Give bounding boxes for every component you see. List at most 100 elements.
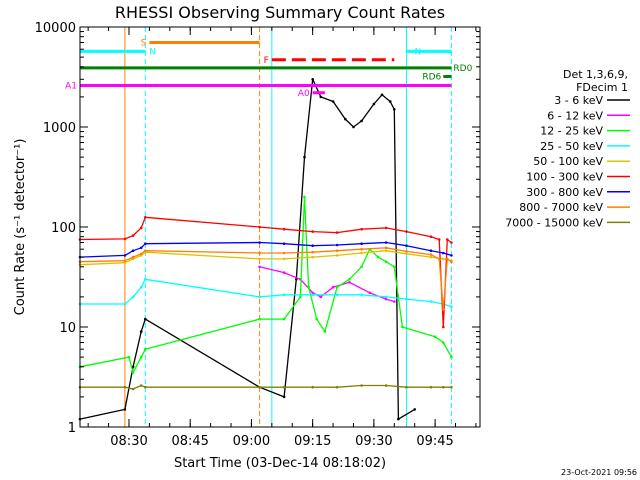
data-point (123, 261, 127, 265)
data-point (384, 249, 388, 252)
data-point (335, 293, 339, 297)
series-group (78, 246, 453, 311)
data-point (380, 93, 384, 97)
data-point (442, 257, 445, 261)
data-point (450, 260, 453, 264)
data-point (319, 95, 323, 99)
data-point (405, 297, 408, 301)
series-group (78, 78, 417, 421)
data-point (282, 395, 286, 399)
legend-entry-label: 100 - 300 keV (526, 171, 603, 184)
data-point (123, 385, 127, 389)
data-point (388, 100, 392, 103)
data-point (401, 325, 404, 329)
data-point (405, 230, 408, 233)
data-point (446, 238, 449, 241)
data-point (131, 255, 135, 259)
data-point (372, 102, 376, 106)
series-group (78, 195, 453, 374)
flag-label: N (149, 47, 156, 57)
data-point (429, 253, 433, 256)
data-point (295, 278, 298, 281)
legend-entry-label: 7000 - 15000 keV (505, 216, 603, 229)
data-point (393, 108, 396, 111)
legend-entry-label: 300 - 800 keV (526, 186, 603, 199)
data-point (144, 249, 147, 252)
data-point (442, 325, 445, 329)
data-point (393, 300, 396, 303)
data-point (139, 384, 143, 387)
data-point (139, 252, 143, 256)
legend-entry-label: 6 - 12 keV (547, 109, 603, 122)
data-point (315, 317, 319, 321)
data-point (139, 226, 143, 230)
flag-label: RD0 (453, 64, 472, 74)
data-point (360, 227, 363, 231)
legend-entry-label: 25 - 50 keV (540, 140, 603, 153)
data-point (144, 278, 147, 281)
data-point (311, 291, 315, 295)
data-point (335, 243, 339, 247)
data-point (335, 285, 339, 289)
data-point (144, 347, 147, 351)
y-tick-label: 1000 (43, 121, 76, 136)
data-point (384, 297, 388, 301)
data-point (311, 244, 315, 247)
data-point (144, 317, 147, 321)
data-point (258, 295, 261, 299)
data-point (258, 385, 261, 389)
data-point (323, 330, 327, 333)
data-point (123, 254, 127, 257)
data-point (139, 355, 143, 359)
data-point (335, 231, 339, 234)
data-point (446, 257, 449, 261)
x-tick-label: 08:45 (171, 434, 208, 449)
data-point (405, 250, 408, 253)
data-point (258, 265, 261, 269)
x-tick-label: 09:30 (355, 434, 392, 449)
x-axis-label: Start Time (03-Dec-14 08:18:02) (174, 456, 386, 471)
data-point (139, 246, 143, 250)
data-point (360, 247, 363, 251)
data-point (331, 100, 335, 103)
data-point (282, 385, 286, 389)
data-point (450, 254, 453, 257)
series-group (78, 241, 453, 259)
data-point (384, 226, 388, 230)
data-point (139, 330, 143, 333)
data-point (311, 250, 315, 254)
data-point (450, 305, 453, 308)
data-point (450, 385, 453, 389)
data-point (311, 230, 315, 233)
data-point (405, 252, 408, 256)
data-point (331, 285, 335, 289)
data-point (352, 125, 355, 129)
y-tick-label: 10 (59, 321, 76, 336)
data-point (384, 260, 388, 264)
data-point (437, 257, 441, 261)
y-tick-label: 1 (68, 421, 76, 436)
data-point (360, 265, 363, 269)
data-point (131, 365, 135, 369)
data-point (131, 234, 135, 237)
data-point (144, 385, 147, 389)
data-point (258, 251, 261, 255)
x-tick-label: 09:00 (233, 434, 270, 449)
data-point (368, 291, 372, 295)
data-point (303, 155, 306, 159)
x-tick-label: 09:45 (416, 434, 453, 449)
data-point (413, 408, 417, 411)
data-point (319, 295, 323, 299)
data-point (144, 216, 147, 219)
data-point (442, 385, 445, 389)
data-point (429, 385, 433, 389)
data-point (335, 385, 339, 389)
data-point (282, 317, 286, 321)
data-point (282, 293, 286, 297)
data-point (311, 385, 315, 389)
data-point (131, 295, 135, 299)
data-point (360, 119, 363, 123)
legend-header: FDecim 1 (576, 81, 628, 94)
data-point (437, 238, 441, 241)
y-axis-label: Count Rate (s⁻¹ detector⁻¹) (13, 139, 28, 316)
